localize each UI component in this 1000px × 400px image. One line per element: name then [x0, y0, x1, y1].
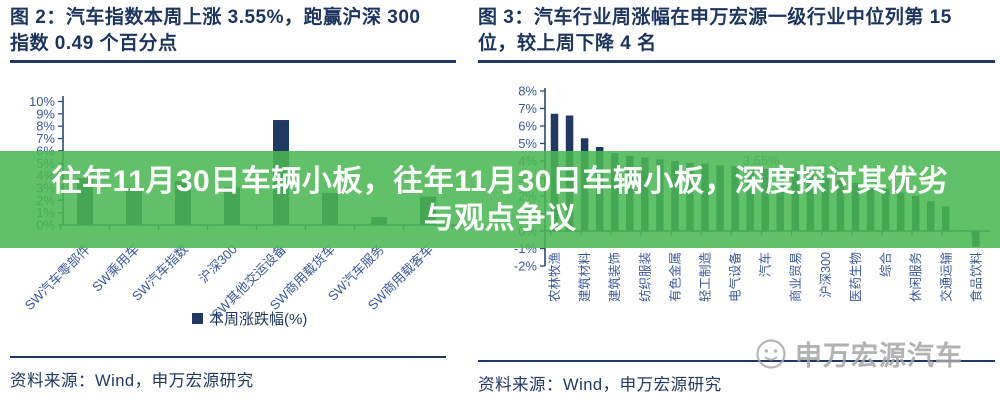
y-tick-label: 9% [36, 106, 55, 121]
watermark-text: 申万宏源汽车 [795, 341, 963, 371]
left-source-note: 资料来源：Wind，申万宏源研究 [10, 356, 446, 391]
overlay-headline-line1: 往年11月30日车辆小板，往年11月30日车辆小板，深度探讨其优劣 [51, 164, 949, 198]
right-chart-title-line1: 图 3：汽车行业周涨幅在申万宏源一级行业中位列第 15 [478, 7, 952, 28]
y-tick-label: 8% [518, 84, 537, 99]
y-tick-label: 8% [36, 119, 55, 134]
x-category-label: 电气设备 [728, 252, 743, 303]
x-category-label: 综合 [878, 252, 893, 278]
y-tick-label: 7% [518, 101, 537, 116]
x-category-label: 食品饮料 [968, 252, 983, 303]
x-category-label: 纺织服装 [638, 252, 652, 302]
x-category-label: 商业贸易 [788, 252, 803, 302]
overlay-headline-line2: 与观点争议 [423, 201, 577, 235]
overlay-banner: 往年11月30日车辆小板，往年11月30日车辆小板，深度探讨其优劣 与观点争议 [0, 151, 1000, 248]
y-tick-label: 6% [518, 119, 537, 134]
y-tick-label: 7% [36, 131, 55, 146]
left-chart-title-line2: 指数 0.49 个百分点 [10, 33, 178, 54]
y-tick-label: 10% [29, 94, 55, 109]
left-chart-title: 图 2：汽车指数本周上涨 3.55%，跑赢沪深 300 指数 0.49 个百分点 [10, 5, 456, 63]
x-category-label: 农林牧渔 [548, 252, 562, 302]
x-category-label: 有色金属 [667, 252, 682, 302]
x-category-label: 沪深300 [196, 242, 240, 286]
swhy-logo-icon [756, 338, 786, 369]
watermark: 申万宏源汽车 [754, 334, 963, 373]
x-category-label: 建筑装饰 [607, 252, 622, 302]
x-category-label: SW汽车零部件 [22, 242, 93, 313]
left-chart-title-line1: 图 2：汽车指数本周上涨 3.55%，跑赢沪深 300 [10, 7, 421, 28]
right-chart-title: 图 3：汽车行业周涨幅在申万宏源一级行业中位列第 15 位，较上周下降 4 名 [478, 5, 995, 63]
legend-swatch [192, 313, 203, 324]
legend-label: 本周涨跌幅(%) [209, 311, 307, 328]
right-source-note: 资料来源：Wind，申万宏源研究 [478, 360, 995, 395]
y-tick-label: -2% [514, 259, 538, 274]
y-tick-label: 5% [518, 136, 537, 151]
right-chart-title-line2: 位，较上周下降 4 名 [478, 33, 657, 54]
x-category-label: 汽车 [758, 252, 773, 277]
x-category-label: 休闲服务 [908, 252, 923, 302]
x-category-label: 建筑材料 [577, 252, 592, 303]
x-category-label: 沪深300 [819, 252, 833, 298]
x-category-label: 医药生物 [849, 252, 863, 302]
x-category-label: 轻工制造 [699, 252, 713, 303]
x-category-label: 交通运输 [938, 252, 953, 303]
